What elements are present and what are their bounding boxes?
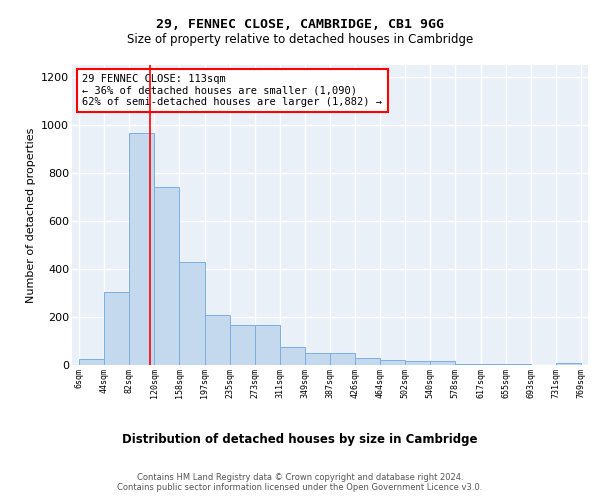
Y-axis label: Number of detached properties: Number of detached properties <box>26 128 35 302</box>
Bar <box>104 292 130 365</box>
Bar <box>455 364 481 365</box>
Text: Size of property relative to detached houses in Cambridge: Size of property relative to detached ho… <box>127 32 473 46</box>
Text: 29 FENNEC CLOSE: 113sqm
← 36% of detached houses are smaller (1,090)
62% of semi: 29 FENNEC CLOSE: 113sqm ← 36% of detache… <box>82 74 382 107</box>
Bar <box>405 362 430 365</box>
Bar <box>305 353 329 365</box>
Bar <box>79 359 104 365</box>
Bar <box>329 353 355 365</box>
Bar <box>130 134 154 365</box>
Bar <box>556 362 581 365</box>
Bar <box>380 360 405 365</box>
Bar <box>280 347 305 365</box>
Bar <box>430 362 455 365</box>
Bar <box>179 262 205 365</box>
Text: Contains HM Land Registry data © Crown copyright and database right 2024.: Contains HM Land Registry data © Crown c… <box>137 472 463 482</box>
Text: 29, FENNEC CLOSE, CAMBRIDGE, CB1 9GG: 29, FENNEC CLOSE, CAMBRIDGE, CB1 9GG <box>156 18 444 30</box>
Text: Contains public sector information licensed under the Open Government Licence v3: Contains public sector information licen… <box>118 484 482 492</box>
Bar <box>230 326 255 365</box>
Text: Distribution of detached houses by size in Cambridge: Distribution of detached houses by size … <box>122 432 478 446</box>
Bar <box>205 314 230 365</box>
Bar <box>255 326 280 365</box>
Bar <box>355 358 380 365</box>
Bar <box>481 364 506 365</box>
Bar <box>506 364 530 365</box>
Bar <box>154 188 179 365</box>
